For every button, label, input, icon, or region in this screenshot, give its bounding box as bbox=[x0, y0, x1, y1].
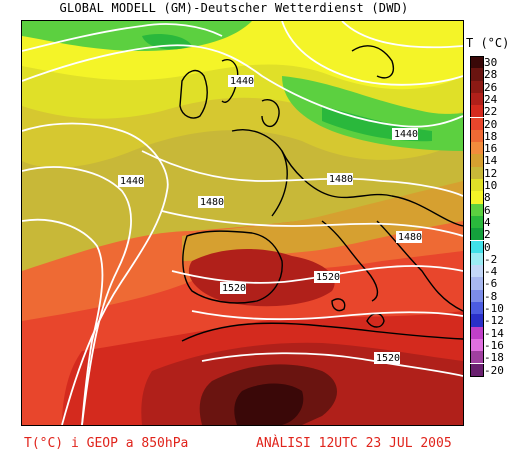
map-canvas: 1440 1440 1440 1480 1480 1480 1520 1520 … bbox=[22, 21, 463, 425]
label-box bbox=[314, 271, 340, 283]
legend-swatch bbox=[470, 56, 484, 70]
legend-swatch bbox=[470, 166, 484, 179]
legend-tick-label: -8 bbox=[484, 289, 498, 303]
legend-tick-label: -12 bbox=[484, 314, 504, 328]
legend-swatch bbox=[470, 289, 484, 302]
legend-swatch bbox=[470, 252, 484, 266]
legend-tick-label: 14 bbox=[484, 154, 498, 168]
contour-label-1520-b: 1520 bbox=[316, 272, 340, 283]
legend-tick-label: 24 bbox=[484, 92, 498, 106]
label-box bbox=[228, 75, 254, 87]
legend-swatch bbox=[470, 80, 484, 93]
label-box bbox=[118, 175, 144, 187]
legend-title: T (°C) bbox=[466, 36, 510, 50]
legend-tick-label: -6 bbox=[484, 277, 498, 291]
legend-tick-label: 22 bbox=[484, 105, 498, 119]
label-box bbox=[327, 173, 353, 185]
label-box bbox=[392, 128, 418, 140]
legend-swatch bbox=[470, 142, 484, 155]
legend-tick-label: -4 bbox=[484, 265, 498, 279]
legend-tick-label: 8 bbox=[484, 191, 491, 205]
legend-tick-label: 6 bbox=[484, 203, 491, 217]
label-box bbox=[374, 352, 400, 364]
legend-swatch bbox=[470, 129, 484, 143]
contour-label-1480-c: 1480 bbox=[398, 232, 422, 243]
legend-tick-label: 18 bbox=[484, 129, 498, 143]
contour-label-1440-a: 1440 bbox=[230, 76, 254, 87]
legend-tick-label: 28 bbox=[484, 68, 498, 82]
contour-label-1480-b: 1480 bbox=[200, 197, 224, 208]
legend-swatch bbox=[470, 68, 484, 81]
legend-swatch bbox=[470, 191, 484, 204]
analysis-time-caption: ANÀLISI 12UTC 23 JUL 2005 bbox=[256, 436, 452, 451]
map-variable-caption: T(°C) i GEOP a 850hPa bbox=[24, 436, 189, 451]
legend-tick-label: -20 bbox=[484, 363, 504, 377]
temperature-map: 1440 1440 1440 1480 1480 1480 1520 1520 … bbox=[21, 20, 464, 426]
legend-swatch bbox=[470, 203, 484, 216]
legend-tick-label: 26 bbox=[484, 80, 498, 94]
map-title: GLOBAL MODELL (GM)-Deutscher Wetterdiens… bbox=[59, 1, 409, 15]
contour-label-1480-a: 1480 bbox=[329, 174, 353, 185]
legend-swatch bbox=[470, 302, 484, 315]
legend-tick-label: 12 bbox=[484, 166, 498, 180]
legend-swatch bbox=[470, 326, 484, 339]
contour-label-group: 1440 1440 1440 1480 1480 1480 1520 1520 … bbox=[118, 75, 422, 364]
legend-tick-label: 2 bbox=[484, 228, 491, 242]
legend-tick-label: 30 bbox=[484, 56, 498, 69]
legend-tick-label: -2 bbox=[484, 252, 498, 266]
legend-swatch bbox=[470, 314, 484, 327]
band-6-west bbox=[22, 21, 252, 51]
contour-label-1520-a: 1520 bbox=[222, 283, 246, 294]
label-box bbox=[396, 231, 422, 243]
legend-swatch bbox=[470, 215, 484, 229]
legend-swatch bbox=[470, 240, 484, 253]
coastlines bbox=[179, 45, 463, 342]
legend-swatch bbox=[470, 92, 484, 106]
legend-swatch bbox=[470, 265, 484, 278]
legend-swatch bbox=[470, 228, 484, 241]
legend-tick-label: -18 bbox=[484, 351, 504, 365]
legend-swatch bbox=[470, 363, 484, 377]
legend-swatch bbox=[470, 277, 484, 290]
legend-swatch bbox=[470, 154, 484, 167]
legend-tick-label: 4 bbox=[484, 215, 491, 229]
legend-tick-label: 0 bbox=[484, 240, 491, 254]
contour-label-1440-c: 1440 bbox=[394, 129, 418, 140]
legend-swatch bbox=[470, 351, 484, 364]
legend-swatch bbox=[470, 117, 484, 130]
legend-swatch bbox=[470, 338, 484, 352]
legend-tick-label: -10 bbox=[484, 302, 504, 315]
contour-label-1520-c: 1520 bbox=[376, 353, 400, 364]
legend-swatch bbox=[470, 179, 484, 192]
legend-swatch bbox=[470, 105, 484, 118]
legend-tick-label: -16 bbox=[484, 338, 504, 352]
legend-tick-label: 20 bbox=[484, 117, 498, 131]
geopotential-contours bbox=[22, 21, 463, 425]
legend-tick-label: 10 bbox=[484, 179, 498, 192]
legend-tick-label: -14 bbox=[484, 326, 504, 340]
legend-tick-label: 16 bbox=[484, 142, 498, 156]
label-box bbox=[220, 282, 246, 294]
band-30 bbox=[234, 383, 304, 425]
contour-label-1440-b: 1440 bbox=[120, 176, 144, 187]
label-box bbox=[198, 196, 224, 208]
